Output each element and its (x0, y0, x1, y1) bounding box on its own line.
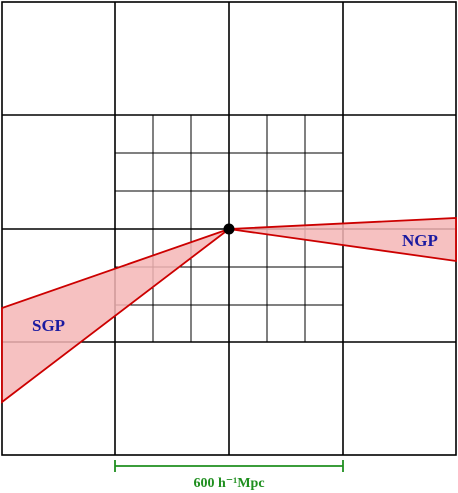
ngp-label: NGP (402, 231, 438, 250)
scale-bar (114, 460, 344, 472)
ngp-wedge (228, 217, 457, 263)
sgp-label: SGP (32, 316, 65, 335)
scale-bar-label: 600 h⁻¹Mpc (193, 476, 264, 491)
sgp-wedge (1, 228, 230, 404)
observer-dot-icon (223, 223, 235, 235)
